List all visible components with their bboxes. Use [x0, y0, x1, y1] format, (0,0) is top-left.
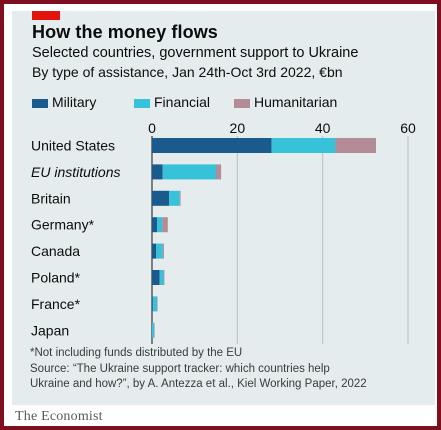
bar-humanitarian-japan	[154, 322, 155, 338]
category-label: Japan	[31, 322, 69, 338]
category-label: Britain	[31, 190, 71, 206]
bar-military-eu-institutions	[152, 164, 163, 180]
category-label: Canada	[31, 243, 80, 259]
category-label: United States	[31, 138, 115, 154]
bar-financial-britain	[169, 190, 180, 206]
bar-financial-united-states	[271, 138, 336, 153]
bar-military-france	[152, 296, 153, 312]
chart-subtitle-detail: By type of assistance, Jan 24th-Oct 3rd …	[32, 64, 343, 80]
category-label: EU institutions	[31, 164, 120, 180]
brand-accent-bar	[32, 11, 60, 20]
category-label: Poland*	[31, 270, 81, 286]
bar-humanitarian-france	[157, 296, 158, 312]
bar-financial-japan	[152, 322, 155, 338]
x-tick-label: 0	[148, 120, 156, 136]
bar-humanitarian-germany	[162, 217, 168, 233]
chart-subtitle: Selected countries, government support t…	[32, 45, 359, 61]
bar-military-poland	[152, 270, 160, 285]
bar-financial-eu-institutions	[162, 164, 216, 180]
bar-chart: 0 20 40 60 United States EU institutions Brita…	[31, 120, 416, 344]
bar-military-britain	[152, 190, 170, 206]
bar-humanitarian-eu-institutions	[216, 164, 222, 180]
brand-logo: The Economist	[15, 409, 103, 424]
chart-panel: How the money flows Selected countries, …	[12, 11, 435, 405]
legend-swatch-humanitarian	[234, 99, 250, 108]
bar-humanitarian-poland	[163, 270, 165, 285]
bar-financial-germany	[157, 217, 163, 233]
legend-label-financial: Financial	[154, 94, 211, 110]
source-line-1: Source: “The Ukraine support tracker: wh…	[30, 363, 330, 375]
source-line-2: Ukraine and how?”, by A. Antezza et al.,…	[30, 378, 367, 390]
category-label: France*	[31, 296, 81, 312]
legend-label-military: Military	[52, 94, 97, 110]
bar-military-germany	[152, 217, 158, 233]
chart-title: How the money flows	[32, 22, 218, 42]
x-tick-label: 20	[230, 120, 246, 136]
bar-financial-france	[152, 296, 158, 312]
footnote: *Not including funds distributed by the …	[30, 347, 243, 359]
bar-financial-poland	[159, 270, 164, 285]
category-label: Germany*	[31, 217, 95, 233]
bar-humanitarian-canada	[162, 243, 164, 259]
bar-humanitarian-united-states	[335, 138, 376, 153]
x-tick-label: 60	[400, 120, 416, 136]
bar-military-united-states	[152, 138, 272, 153]
legend-label-humanitarian: Humanitarian	[254, 94, 338, 110]
legend-swatch-financial	[134, 99, 150, 108]
bar-military-canada	[152, 243, 157, 259]
x-tick-label: 40	[315, 120, 331, 136]
bar-humanitarian-britain	[179, 190, 181, 206]
legend-swatch-military	[32, 99, 48, 108]
bar-financial-canada	[156, 243, 163, 259]
